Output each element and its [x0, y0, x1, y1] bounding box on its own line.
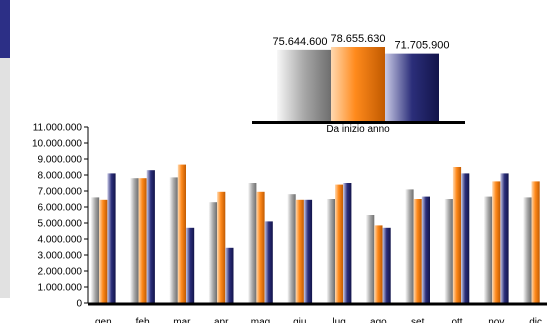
x-tick-label: ott — [451, 317, 462, 323]
y-tick-label: 7.000.000 — [38, 187, 83, 198]
summary-chart: Da inizio anno 75.644.600 78.655.630 71.70… — [252, 33, 465, 135]
bar — [225, 247, 234, 303]
bar — [107, 173, 116, 303]
bar — [130, 178, 139, 303]
y-tick-label: 4.000.000 — [38, 235, 83, 246]
x-tick-label: feb — [136, 317, 150, 323]
bar — [169, 177, 178, 303]
x-tick-label: set — [411, 317, 425, 323]
bar — [208, 202, 218, 303]
y-tick-label: 11.000.000 — [33, 123, 83, 134]
bar — [452, 167, 462, 303]
left-accent-strip-dark — [0, 0, 10, 58]
x-tick-label: dic — [529, 317, 542, 323]
summary-bar — [331, 47, 385, 122]
summary-data-label: 71.705.900 — [394, 40, 449, 52]
summary-caption: Da inizio anno — [326, 124, 390, 135]
bar — [264, 221, 273, 303]
y-tick-label: 9.000.000 — [38, 155, 83, 166]
bar — [444, 199, 453, 303]
bar — [523, 197, 532, 303]
bar — [186, 227, 195, 303]
x-tick-label: gen — [95, 317, 112, 323]
bar — [492, 181, 501, 303]
bar — [405, 189, 414, 303]
bar — [248, 183, 257, 303]
x-tick-label: nov — [488, 317, 504, 323]
bar — [256, 191, 265, 303]
monthly-chart: 0 1.000.000 2.000.000 3.000.000 4.000.000 5.0… — [32, 123, 547, 323]
bar — [366, 215, 375, 303]
y-tick-label: 5.000.000 — [38, 219, 83, 230]
summary-data-label: 75.644.600 — [272, 36, 327, 48]
y-tick-label: 1.000.000 — [38, 283, 83, 294]
x-tick-label: mar — [173, 317, 191, 323]
y-tick-label: 10.000.000 — [32, 139, 82, 150]
bar — [146, 170, 155, 303]
summary-data-label: 78.655.630 — [330, 33, 385, 45]
bar — [177, 164, 186, 303]
y-tick-label: 3.000.000 — [38, 251, 83, 262]
bar — [343, 183, 352, 303]
bar — [382, 227, 391, 303]
bar — [374, 225, 383, 303]
bar — [287, 194, 296, 303]
y-tick-label: 6.000.000 — [38, 203, 83, 214]
bar — [484, 196, 493, 303]
summary-bar — [277, 49, 331, 122]
x-tick-label: lug — [332, 317, 345, 323]
y-tick-label: 0 — [76, 299, 82, 310]
bar — [303, 199, 313, 303]
bar — [217, 191, 226, 303]
bar — [326, 199, 335, 303]
bar — [99, 199, 108, 303]
y-tick-label: 2.000.000 — [38, 267, 83, 278]
bar — [461, 173, 470, 303]
x-tick-label: mag — [251, 317, 270, 323]
bar — [335, 184, 344, 303]
bar — [91, 197, 100, 303]
x-tick-label: giu — [293, 317, 306, 323]
bar — [413, 199, 422, 303]
y-tick-label: 8.000.000 — [38, 171, 83, 182]
bar — [531, 181, 540, 303]
summary-bar — [385, 53, 439, 122]
bar — [138, 178, 147, 303]
bar — [295, 199, 304, 303]
left-accent-strip-light — [0, 58, 10, 298]
x-tick-label: apr — [214, 317, 229, 323]
bar — [421, 196, 430, 303]
x-tick-label: ago — [370, 317, 387, 323]
bar — [500, 173, 509, 303]
